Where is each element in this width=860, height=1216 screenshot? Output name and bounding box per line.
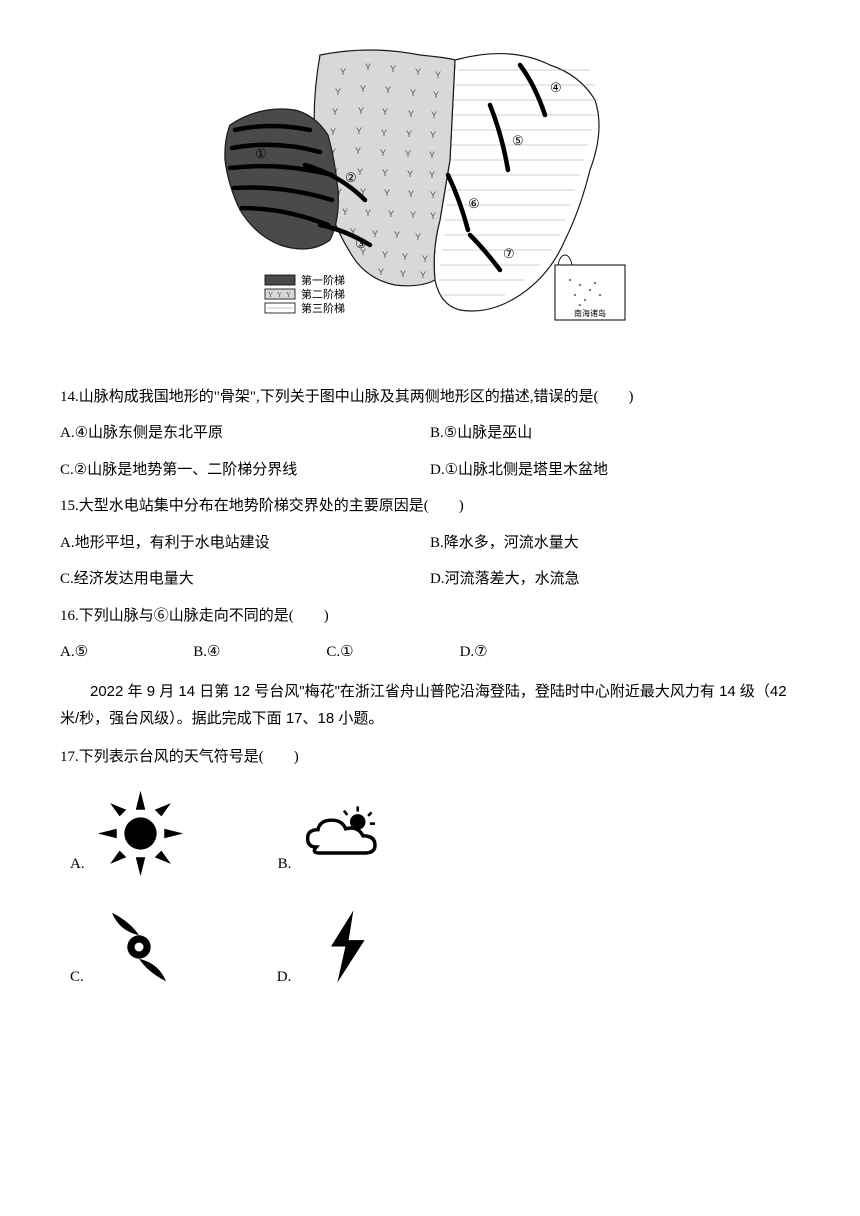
svg-text:南海诸岛: 南海诸岛	[574, 308, 606, 318]
svg-text:Y: Y	[382, 250, 388, 260]
svg-text:Y: Y	[406, 129, 412, 139]
svg-text:Y: Y	[358, 106, 364, 116]
q14-option-b: B.⑤山脉是巫山	[430, 416, 800, 451]
q17-choice-a: A.	[70, 786, 188, 881]
svg-text:Y: Y	[431, 110, 437, 120]
context-paragraph: 2022 年 9 月 14 日第 12 号台风"梅花"在浙江省舟山普陀沿海登陆，…	[60, 678, 800, 732]
q16-option-a: A.⑤	[60, 635, 193, 670]
svg-text:Y: Y	[400, 269, 406, 279]
svg-text:Y: Y	[277, 291, 282, 299]
q17-choice-b: B.	[278, 786, 395, 881]
svg-text:⑦: ⑦	[503, 246, 515, 261]
q16-option-c: C.①	[326, 635, 459, 670]
svg-text:Y: Y	[330, 127, 336, 137]
q14-option-c: C.②山脉是地势第一、二阶梯分界线	[60, 453, 430, 488]
svg-text:Y: Y	[332, 107, 338, 117]
svg-text:Y: Y	[381, 128, 387, 138]
q15-option-c: C.经济发达用电量大	[60, 562, 430, 597]
svg-text:Y: Y	[410, 88, 416, 98]
q16-option-b: B.④	[193, 635, 326, 670]
q14-option-d: D.①山脉北侧是塔里木盆地	[430, 453, 800, 488]
svg-text:Y: Y	[365, 208, 371, 218]
svg-text:Y: Y	[340, 67, 346, 77]
svg-text:Y: Y	[405, 149, 411, 159]
svg-text:Y: Y	[415, 67, 421, 77]
svg-text:④: ④	[550, 80, 562, 95]
q17-label-d: D.	[277, 960, 292, 995]
svg-text:①: ①	[255, 146, 267, 161]
svg-text:Y: Y	[357, 167, 363, 177]
q16-row: A.⑤ B.④ C.① D.⑦	[60, 635, 800, 670]
china-terrain-map: YYYYY YYYYY YYYYY YYYYY YYYYY YYYYY YYYY…	[210, 30, 650, 350]
q14-stem: 14.山脉构成我国地形的"骨架",下列关于图中山脉及其两侧地形区的描述,错误的是…	[60, 380, 800, 415]
weather-row-1: A. B.	[60, 786, 800, 881]
q14-row1: A.④山脉东侧是东北平原 B.⑤山脉是巫山	[60, 416, 800, 451]
q17-label-b: B.	[278, 847, 292, 882]
q17-choice-d: D.	[277, 899, 395, 994]
svg-text:Y: Y	[390, 64, 396, 74]
svg-text:Y: Y	[365, 62, 371, 72]
svg-text:Y: Y	[435, 70, 441, 80]
svg-text:Y: Y	[380, 148, 386, 158]
q15-option-d: D.河流落差大，水流急	[430, 562, 800, 597]
q15-row2: C.经济发达用电量大 D.河流落差大，水流急	[60, 562, 800, 597]
svg-text:Y: Y	[355, 146, 361, 156]
partly-cloudy-icon	[299, 786, 394, 881]
svg-text:Y: Y	[402, 252, 408, 262]
svg-text:Y: Y	[356, 126, 362, 136]
svg-text:第一阶梯: 第一阶梯	[301, 273, 345, 287]
svg-text:Y: Y	[429, 150, 435, 160]
q15-stem: 15.大型水电站集中分布在地势阶梯交界处的主要原因是( )	[60, 489, 800, 524]
q17-label-c: C.	[70, 960, 84, 995]
svg-text:Y: Y	[429, 170, 435, 180]
svg-text:Y: Y	[335, 87, 341, 97]
svg-text:Y: Y	[385, 85, 391, 95]
svg-text:Y: Y	[430, 211, 436, 221]
svg-text:Y: Y	[342, 207, 348, 217]
svg-text:Y: Y	[394, 230, 400, 240]
q15-row1: A.地形平坦，有利于水电站建设 B.降水多，河流水量大	[60, 526, 800, 561]
svg-text:Y: Y	[415, 232, 421, 242]
lightning-icon	[299, 899, 394, 994]
svg-text:Y: Y	[382, 107, 388, 117]
q14-option-a: A.④山脉东侧是东北平原	[60, 416, 430, 451]
q16-option-d: D.⑦	[460, 635, 593, 670]
svg-text:Y: Y	[422, 254, 428, 264]
svg-text:Y: Y	[430, 190, 436, 200]
svg-text:Y: Y	[382, 168, 388, 178]
svg-text:Y: Y	[407, 169, 413, 179]
q17-label-a: A.	[70, 847, 85, 882]
svg-text:Y: Y	[372, 229, 378, 239]
q16-stem: 16.下列山脉与⑥山脉走向不同的是( )	[60, 599, 800, 634]
svg-text:Y: Y	[378, 267, 384, 277]
svg-text:第三阶梯: 第三阶梯	[301, 301, 345, 315]
weather-row-2: C. D.	[60, 899, 800, 994]
svg-text:⑥: ⑥	[468, 196, 480, 211]
q15-option-b: B.降水多，河流水量大	[430, 526, 800, 561]
sun-icon	[93, 786, 188, 881]
svg-text:Y: Y	[410, 210, 416, 220]
svg-text:⑤: ⑤	[512, 133, 524, 148]
q15-option-a: A.地形平坦，有利于水电站建设	[60, 526, 430, 561]
svg-text:Y: Y	[268, 291, 273, 299]
svg-text:②: ②	[345, 170, 357, 185]
svg-text:Y: Y	[384, 188, 390, 198]
q14-row2: C.②山脉是地势第一、二阶梯分界线 D.①山脉北侧是塔里木盆地	[60, 453, 800, 488]
svg-text:Y: Y	[360, 84, 366, 94]
typhoon-icon	[92, 899, 187, 994]
svg-text:Y: Y	[430, 130, 436, 140]
svg-text:Y: Y	[388, 209, 394, 219]
svg-text:③: ③	[355, 236, 367, 251]
q17-choice-c: C.	[70, 899, 187, 994]
svg-text:Y: Y	[408, 109, 414, 119]
svg-text:Y: Y	[408, 189, 414, 199]
svg-text:Y: Y	[420, 270, 426, 280]
svg-text:第二阶梯: 第二阶梯	[301, 287, 345, 301]
svg-text:Y: Y	[433, 90, 439, 100]
svg-text:Y: Y	[286, 291, 291, 299]
china-map-figure: YYYYY YYYYY YYYYY YYYYY YYYYY YYYYY YYYY…	[60, 30, 800, 364]
q17-stem: 17.下列表示台风的天气符号是( )	[60, 740, 800, 775]
